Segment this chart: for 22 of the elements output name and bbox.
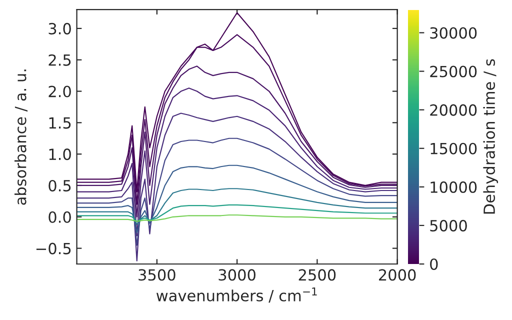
- y-tick-label: 0.0: [48, 211, 71, 223]
- y-tick-label: 2.5: [48, 54, 71, 66]
- color-bar-label: 20000: [430, 104, 477, 116]
- x-tick-label: 2000: [378, 269, 416, 281]
- color-bar-label: 15000: [430, 142, 477, 154]
- color-bar-title: Dehydration time / s: [483, 59, 498, 214]
- y-tick-label: −0.5: [36, 242, 71, 254]
- y-tick-label: 1.0: [49, 148, 71, 160]
- x-axis-title: wavenumbers / cm$^{−1}$: [156, 288, 317, 303]
- y-tick-label: 3.0: [48, 22, 71, 34]
- x-tick-label: 3000: [218, 269, 256, 281]
- x-tick-label: 2500: [298, 269, 336, 281]
- y-axis-title: absorbance / a. u.: [14, 70, 28, 205]
- color-bar-label: 5000: [430, 220, 467, 232]
- y-tick-label: 0.5: [48, 180, 71, 192]
- x-tick-label: 3500: [138, 269, 176, 281]
- color-bar-label: 30000: [430, 27, 477, 39]
- y-tick-label: 2.0: [48, 86, 71, 98]
- color-bar-label: 25000: [430, 66, 477, 78]
- color-bar-label: 0: [430, 258, 438, 270]
- y-tick-label: 1.5: [49, 117, 71, 129]
- color-bar-label: 10000: [430, 181, 477, 193]
